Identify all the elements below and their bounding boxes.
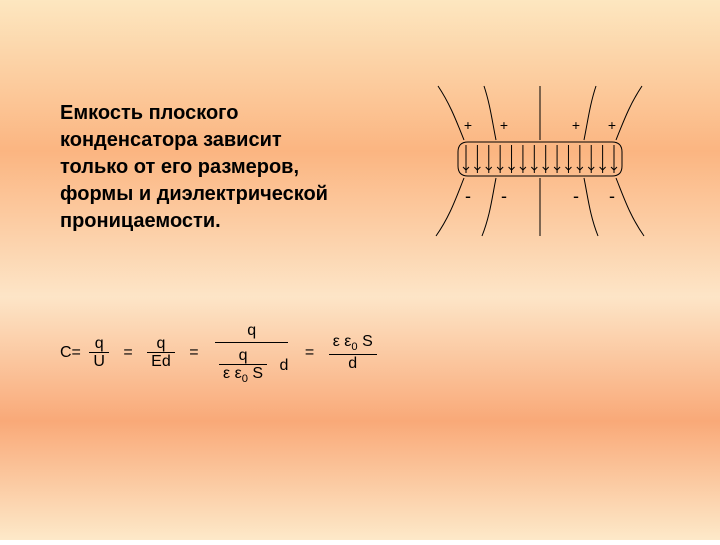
term-result: ε ε0 S d	[329, 333, 377, 372]
term-compound: q q ε ε0 S d	[215, 320, 288, 386]
svg-text:+: +	[464, 117, 472, 133]
svg-text:+: +	[572, 117, 580, 133]
svg-text:+: +	[500, 117, 508, 133]
svg-text:-: -	[465, 186, 471, 206]
term-q-over-U: q U	[89, 335, 109, 371]
capacitor-svg: + + + + - - - -	[410, 80, 670, 250]
equals-2: =	[189, 344, 198, 362]
svg-text:-: -	[501, 186, 507, 206]
equals-1: =	[123, 344, 132, 362]
svg-text:-: -	[573, 186, 579, 206]
capacitance-formula: C= q U = q Ed = q q ε ε0 S d = ε ε0 S d	[60, 320, 381, 386]
svg-text:+: +	[608, 117, 616, 133]
formula-lhs: C=	[60, 344, 81, 362]
equals-3: =	[305, 344, 314, 362]
inner-fraction: q ε ε0 S	[219, 347, 267, 386]
capacitor-diagram: + + + + - - - -	[410, 80, 670, 250]
term-q-over-Ed: q Ed	[147, 335, 175, 371]
result-num: ε ε0 S	[329, 333, 377, 355]
description-text: Емкость плоского конденсатора зависит то…	[60, 100, 350, 235]
inner-den: ε ε0 S	[219, 365, 267, 386]
svg-text:-: -	[609, 186, 615, 206]
